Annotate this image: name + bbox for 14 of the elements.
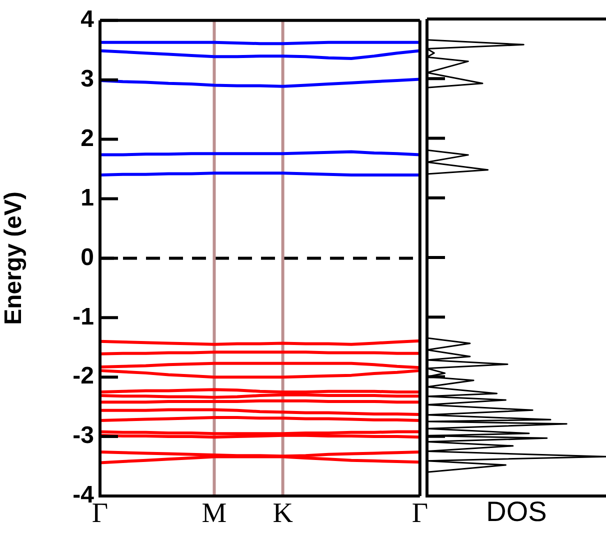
y-tick-label: 2 (80, 124, 94, 152)
x-tick-label: K (272, 498, 293, 530)
y-tick-label: -1 (72, 303, 94, 330)
x-tick-label: Γ (412, 498, 428, 530)
y-tick-label: 4 (80, 6, 95, 34)
x-axis-title: DOS (486, 496, 547, 527)
y-tick-label: 3 (80, 65, 94, 92)
y-tick-label: -3 (72, 422, 94, 450)
y-tick-label: -4 (72, 482, 95, 509)
y-axis-title: Energy (eV) (0, 192, 28, 325)
y-tick-label: 1 (80, 184, 94, 212)
y-tick-label: -2 (72, 362, 94, 390)
x-tick-label: M (202, 498, 227, 530)
y-tick-label: 0 (80, 244, 94, 271)
